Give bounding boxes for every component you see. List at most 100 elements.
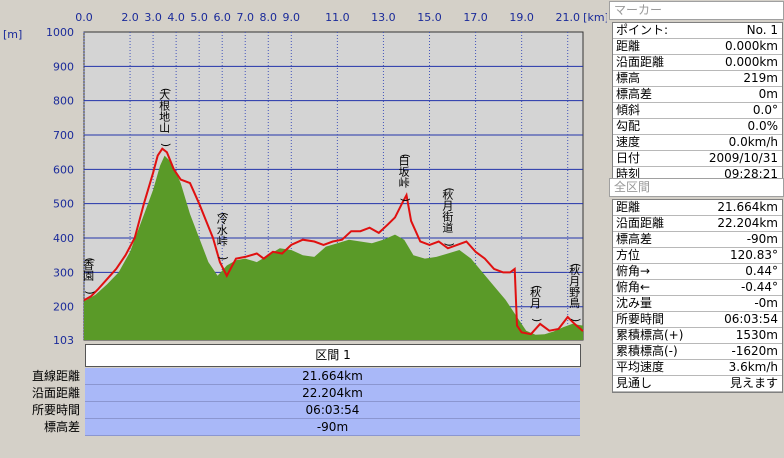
- marker-key: 標高: [616, 71, 641, 85]
- marker-panel-title: マーカー: [609, 1, 784, 20]
- poi-label-char: (: [217, 212, 230, 216]
- poi-label-char: 鳥: [569, 296, 580, 310]
- x-tick-label: 3.0: [144, 11, 162, 24]
- total-key: 距離: [616, 200, 641, 214]
- total-key: 標高差: [616, 232, 653, 246]
- poi-label-char: 秋: [530, 285, 541, 299]
- marker-value: 0.0%: [747, 119, 779, 133]
- marker-panel: マーカー: [609, 1, 784, 20]
- marker-key: 傾斜: [616, 103, 641, 117]
- poi-label: (秋月): [530, 285, 543, 322]
- total-value: 21.664km: [717, 200, 778, 214]
- x-tick-label: 13.0: [371, 11, 396, 24]
- poi-label-char: 根: [159, 99, 170, 113]
- poi-label-char: 水: [217, 224, 228, 237]
- marker-row: 沿面距離 0.000km: [613, 55, 782, 71]
- y-tick-label: 400: [53, 232, 74, 245]
- total-value: -90m: [746, 232, 778, 246]
- y-tick-label: 103: [53, 334, 74, 344]
- x-tick-label: 11.0: [325, 11, 350, 24]
- section-row: 標高差 -90m: [0, 419, 607, 436]
- total-key: 累積標高(-): [616, 344, 678, 358]
- marker-key: 沿面距離: [616, 55, 665, 69]
- x-tick-label: 21.0: [555, 11, 580, 24]
- poi-label-char: 香: [83, 258, 94, 271]
- marker-value: 09:28:21: [724, 167, 778, 181]
- poi-label-char: 秋: [569, 263, 580, 277]
- marker-row: 標高差 0m: [613, 87, 782, 103]
- section-row: 所要時間 06:03:54: [0, 402, 607, 419]
- poi-label: (白坂峠): [399, 154, 412, 202]
- poi-label-char: 月: [442, 199, 453, 212]
- section-row-label: 直線距離: [31, 369, 80, 383]
- marker-value: 2009/10/31: [708, 151, 778, 165]
- poi-label-char: ): [530, 318, 543, 322]
- poi-label-char: (: [569, 263, 582, 267]
- poi-label-char: 峠: [217, 234, 228, 248]
- x-tick-label: 19.0: [509, 11, 534, 24]
- total-key: 累積標高(+): [616, 328, 684, 342]
- marker-row: 勾配 0.0%: [613, 119, 782, 135]
- marker-key: 距離: [616, 39, 641, 53]
- marker-row: 距離 0.000km: [613, 39, 782, 55]
- poi-label-char: (: [399, 154, 412, 158]
- total-row: 俯角← -0.44°: [613, 280, 782, 296]
- poi-label-char: (: [530, 285, 543, 289]
- marker-row: 標高 219m: [613, 71, 782, 87]
- total-row: 方位 120.83°: [613, 248, 782, 264]
- track-line[interactable]: [83, 147, 584, 336]
- poi-label-char: (: [83, 257, 96, 261]
- poi-label-char: 坂: [399, 166, 410, 179]
- poi-label-char: 冷: [217, 213, 228, 226]
- x-tick-label: 0.0: [75, 11, 93, 24]
- poi-label-char: 地: [159, 111, 170, 124]
- total-value: 1530m: [735, 328, 778, 342]
- marker-key: 時刻: [616, 167, 641, 181]
- total-row: 所要時間 06:03:54: [613, 312, 782, 328]
- x-tick-label: 2.0: [121, 11, 139, 24]
- x-tick-label: 9.0: [283, 11, 301, 24]
- section-row-value: -90m: [85, 419, 580, 436]
- section-row-label: 沿面距離: [31, 386, 80, 400]
- total-key: 沈み量: [616, 296, 653, 310]
- total-row: 沿面距離 22.204km: [613, 216, 782, 232]
- marker-value: 219m: [743, 71, 778, 85]
- poi-label-char: ): [159, 143, 172, 147]
- poi-label: (冷水峠): [217, 212, 230, 260]
- poi-label: (秋月野鳥): [569, 263, 582, 322]
- marker-table: ポイント: No. 1 距離 0.000km 沿面距離 0.000km 標高 219m 標高差 0…: [612, 22, 783, 184]
- total-panel-title: 全区間: [609, 178, 784, 197]
- marker-row: ポイント: No. 1: [613, 23, 782, 39]
- poi-label-char: 秋: [442, 187, 453, 201]
- poi-label-char: (: [443, 187, 456, 191]
- total-key: 平均速度: [616, 360, 665, 374]
- marker-key: ポイント:: [616, 23, 669, 37]
- total-row: 沈み量 -0m: [613, 296, 782, 312]
- poi-label-char: 月: [569, 275, 580, 288]
- marker-row: 傾斜 0.0°: [613, 103, 782, 119]
- poi-label-char: 山: [159, 122, 170, 135]
- y-tick-label: 800: [53, 95, 74, 108]
- poi-label-char: 道: [442, 220, 453, 234]
- marker-key: 勾配: [616, 119, 641, 133]
- poi-label-char: ): [399, 198, 412, 202]
- section-row-label: 標高差: [43, 420, 80, 434]
- marker-row: 速度 0.0km/h: [613, 135, 782, 151]
- poi-label-char: 月: [530, 297, 541, 310]
- total-table: 距離 21.664km 沿面距離 22.204km 標高差 -90m 方位 120.83° 俯角…: [612, 199, 783, 393]
- total-row: 累積標高(+) 1530m: [613, 328, 782, 344]
- total-row: 距離 21.664km: [613, 200, 782, 216]
- total-key: 見通し: [616, 376, 653, 390]
- poi-label-char: 園: [83, 269, 94, 282]
- marker-key: 標高差: [616, 87, 653, 101]
- x-tick-label: 6.0: [213, 11, 231, 24]
- total-value: -0m: [754, 296, 778, 310]
- total-row: 俯角→ 0.44°: [613, 264, 782, 280]
- total-value: -1620m: [731, 344, 778, 358]
- marker-key: 速度: [616, 135, 641, 149]
- total-row: 標高差 -90m: [613, 232, 782, 248]
- section-header[interactable]: 区間 1: [85, 344, 581, 367]
- section-row-value: 06:03:54: [85, 402, 580, 419]
- y-tick-label: 1000: [46, 26, 74, 39]
- profile-svg[interactable]: 0.0 2.0 3.0 4.0 5.0 6.0 7.0 8.0 9.0 11.0 13.0 15.0 1…: [0, 0, 607, 344]
